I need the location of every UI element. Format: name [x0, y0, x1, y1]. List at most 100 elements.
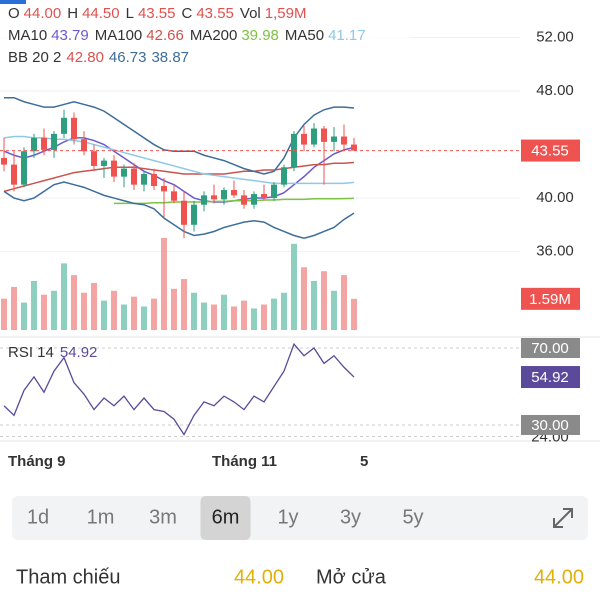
candle-body [261, 194, 267, 199]
volume-bar [201, 302, 207, 330]
candle-body [331, 136, 337, 142]
ohlc-key: H [67, 5, 78, 22]
ohlc-value: 1,59M [265, 5, 307, 22]
volume-bar [101, 300, 107, 330]
rsi-tick-label: 70.00 [531, 340, 569, 357]
ma-value: 42.66 [146, 27, 184, 44]
candle-body [101, 160, 107, 166]
ma-key: MA100 [95, 27, 143, 44]
volume-bar [61, 263, 67, 330]
volume-bar [41, 294, 47, 330]
period-button[interactable]: 3y [340, 506, 361, 528]
volume-bar [71, 275, 77, 330]
ohlc-key: Vol [240, 5, 261, 22]
stat-label: Mở cửa [316, 566, 387, 588]
candle-body [1, 157, 7, 165]
indicator-line [3, 135, 355, 185]
candle-body [81, 139, 87, 152]
volume-bar [121, 304, 127, 330]
candle-body [251, 194, 257, 205]
period-selected [200, 496, 251, 540]
volume-bar [281, 292, 287, 330]
stat-label: Tham chiếu [16, 566, 121, 588]
ohlc-legend: O 44.00 H 44.50 L 43.55 C 43.55 Vol 1,59M [8, 5, 306, 22]
bb-value: 46.73 [109, 49, 147, 66]
volume-bar [271, 298, 277, 330]
y-tick-label: 52.00 [536, 29, 574, 46]
bb-legend: BB 20 2 42.80 46.73 38.87 [8, 49, 189, 66]
ma-legend: MA10 43.79 MA100 42.66 MA200 39.98 MA50 41.17 [8, 27, 366, 44]
y-tick-label: 36.00 [536, 243, 574, 260]
indicator-line [114, 197, 355, 205]
candle-body [341, 136, 347, 145]
candle-body [231, 190, 237, 196]
bb-key: BB 20 2 [8, 49, 61, 66]
volume-bar [231, 306, 237, 330]
candle-body [51, 133, 57, 150]
candle-body [151, 173, 157, 187]
volume-bar [151, 298, 157, 330]
period-button[interactable]: 1d [27, 506, 49, 528]
candle-body [171, 191, 177, 201]
ma-key: MA10 [8, 27, 47, 44]
x-tick-label: Tháng 9 [8, 453, 66, 470]
expand-icon[interactable] [553, 508, 573, 528]
period-bar [12, 496, 588, 540]
volume-bar [321, 271, 327, 330]
volume-bar [111, 290, 117, 330]
period-button[interactable]: 1y [277, 506, 298, 528]
ma-value: 39.98 [241, 27, 279, 44]
ma-value: 43.79 [51, 27, 89, 44]
rsi-tick-label: 30.00 [531, 417, 569, 434]
bb-value: 38.87 [151, 49, 189, 66]
last-volume-label: 1.59M [529, 291, 571, 308]
candle-body [301, 133, 307, 145]
volume-bar [21, 302, 27, 330]
candle-body [31, 137, 37, 152]
candle-body [41, 137, 47, 150]
ohlc-value: 44.00 [24, 5, 62, 22]
rsi-tick-box [521, 414, 580, 435]
candle-body [11, 164, 17, 185]
ohlc-key: O [8, 5, 20, 22]
last-price-label: 43.55 [531, 143, 569, 160]
candle-body [271, 184, 277, 199]
y-tick-label: 48.00 [536, 82, 574, 99]
period-button[interactable]: 1m [87, 506, 115, 528]
period-button[interactable]: 6m [212, 506, 240, 528]
volume-bar [291, 243, 297, 330]
ohlc-key: L [126, 5, 134, 22]
volume-bar [81, 292, 87, 330]
last-volume-box [521, 287, 580, 310]
volume-bar [261, 304, 267, 330]
candle-body [61, 117, 67, 134]
ma-value: 41.17 [328, 27, 366, 44]
volume-bar [241, 300, 247, 330]
candle-body [201, 195, 207, 205]
volume-bar [301, 267, 307, 330]
stat-value: 44.00 [534, 566, 584, 588]
ohlc-value: 43.55 [196, 5, 234, 22]
volume-bar [91, 282, 97, 330]
x-tick-label: Tháng 11 [212, 453, 277, 470]
volume-bar [141, 306, 147, 330]
volume-bar [181, 279, 187, 330]
candle-body [91, 151, 97, 166]
rsi-line [3, 342, 355, 436]
period-button[interactable]: 5y [402, 506, 423, 528]
candle-body [141, 173, 147, 185]
candle-body [241, 195, 247, 205]
ma-key: MA200 [190, 27, 238, 44]
volume-bar [11, 286, 17, 330]
rsi-header-label: RSI 14 [8, 344, 54, 361]
candle-body [131, 168, 137, 185]
ohlc-value: 44.50 [82, 5, 120, 22]
stat-value: 44.00 [234, 566, 284, 588]
volume-bar [161, 237, 167, 330]
ma-key: MA50 [285, 27, 324, 44]
volume-bar [191, 292, 197, 330]
period-button[interactable]: 3m [149, 506, 177, 528]
candle-body [181, 200, 187, 225]
y-tick-label: 40.00 [536, 189, 574, 206]
candle-body [351, 144, 357, 151]
